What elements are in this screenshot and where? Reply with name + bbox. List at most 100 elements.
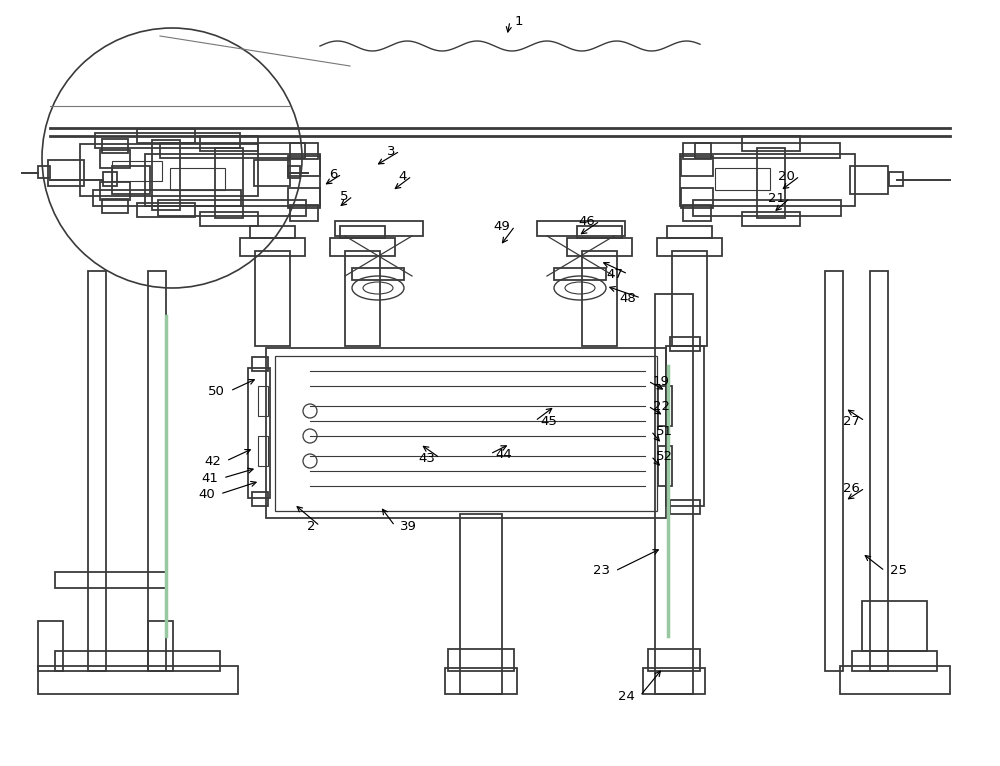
Bar bbox=[448, 649, 514, 671]
Text: 44: 44 bbox=[495, 447, 512, 460]
Bar bbox=[889, 172, 903, 186]
Bar bbox=[93, 190, 241, 206]
Text: 4: 4 bbox=[399, 169, 407, 182]
Bar bbox=[460, 514, 502, 694]
Text: 43: 43 bbox=[418, 451, 435, 464]
Text: 27: 27 bbox=[843, 414, 860, 427]
Bar bbox=[288, 166, 300, 178]
Bar bbox=[100, 150, 130, 168]
Bar bbox=[693, 200, 841, 216]
Text: 39: 39 bbox=[400, 519, 417, 532]
Bar bbox=[757, 148, 785, 218]
Bar bbox=[250, 226, 295, 238]
Bar bbox=[715, 168, 770, 190]
Bar bbox=[288, 188, 320, 208]
Text: 22: 22 bbox=[653, 400, 670, 413]
Bar bbox=[683, 205, 711, 221]
Bar bbox=[145, 154, 320, 206]
Bar bbox=[137, 203, 195, 217]
Bar bbox=[681, 188, 713, 208]
Bar bbox=[680, 154, 855, 206]
Bar bbox=[38, 166, 50, 178]
Bar bbox=[288, 156, 320, 176]
Bar bbox=[825, 271, 843, 671]
Bar bbox=[158, 200, 306, 216]
Text: 2: 2 bbox=[307, 519, 315, 532]
Bar bbox=[103, 172, 117, 186]
Text: 21: 21 bbox=[768, 192, 785, 205]
Bar bbox=[670, 500, 700, 514]
Bar bbox=[445, 668, 517, 694]
Bar bbox=[148, 271, 166, 671]
Bar bbox=[657, 238, 722, 256]
Bar bbox=[840, 666, 950, 694]
Bar bbox=[648, 649, 700, 671]
Bar bbox=[255, 251, 290, 346]
Text: 3: 3 bbox=[387, 145, 395, 158]
Bar bbox=[215, 148, 243, 218]
Bar bbox=[852, 651, 937, 671]
Bar bbox=[254, 160, 290, 186]
Bar bbox=[258, 436, 268, 466]
Bar bbox=[248, 368, 270, 498]
Bar bbox=[850, 166, 888, 194]
Bar bbox=[742, 136, 800, 151]
Bar bbox=[112, 166, 150, 194]
Bar bbox=[290, 143, 318, 159]
Bar bbox=[170, 168, 225, 190]
Text: 51: 51 bbox=[656, 424, 673, 437]
Bar bbox=[582, 251, 617, 346]
Bar bbox=[667, 226, 712, 238]
Bar bbox=[80, 144, 258, 196]
Text: 20: 20 bbox=[778, 169, 795, 182]
Bar bbox=[38, 621, 63, 671]
Text: 41: 41 bbox=[201, 472, 218, 485]
Bar bbox=[681, 156, 713, 176]
Bar bbox=[666, 346, 704, 506]
Bar bbox=[335, 221, 423, 236]
Bar bbox=[48, 160, 84, 186]
Bar bbox=[38, 666, 238, 694]
Bar bbox=[275, 356, 657, 511]
Bar bbox=[670, 337, 700, 351]
Bar bbox=[55, 572, 167, 588]
Bar bbox=[258, 386, 268, 416]
Bar bbox=[352, 268, 404, 280]
Bar bbox=[55, 651, 220, 671]
Bar bbox=[330, 238, 395, 256]
Bar bbox=[695, 143, 840, 158]
Bar bbox=[95, 133, 240, 148]
Bar bbox=[240, 238, 305, 256]
Text: 24: 24 bbox=[618, 689, 635, 702]
Text: 52: 52 bbox=[656, 450, 673, 463]
Text: 40: 40 bbox=[198, 487, 215, 500]
Bar bbox=[102, 199, 128, 213]
Text: 5: 5 bbox=[340, 189, 348, 202]
Bar bbox=[554, 268, 606, 280]
Bar bbox=[672, 251, 707, 346]
Text: 19: 19 bbox=[653, 375, 670, 388]
Bar bbox=[742, 212, 800, 226]
Bar bbox=[152, 140, 180, 210]
Bar bbox=[655, 294, 693, 694]
Bar bbox=[102, 139, 128, 153]
Bar bbox=[567, 238, 632, 256]
Text: 6: 6 bbox=[329, 168, 337, 181]
Bar bbox=[88, 271, 106, 671]
Bar bbox=[658, 386, 672, 426]
Text: 1: 1 bbox=[515, 15, 524, 28]
Bar bbox=[112, 161, 162, 181]
Bar bbox=[200, 212, 258, 226]
Bar bbox=[252, 492, 268, 506]
Bar bbox=[100, 182, 130, 200]
Text: 48: 48 bbox=[619, 292, 636, 305]
Bar bbox=[200, 136, 258, 151]
Text: 26: 26 bbox=[843, 482, 860, 495]
Bar bbox=[537, 221, 625, 236]
Bar bbox=[577, 226, 622, 238]
Bar bbox=[862, 601, 927, 651]
Bar bbox=[345, 251, 380, 346]
Bar bbox=[137, 129, 195, 143]
Bar bbox=[160, 143, 305, 158]
Bar bbox=[643, 668, 705, 694]
